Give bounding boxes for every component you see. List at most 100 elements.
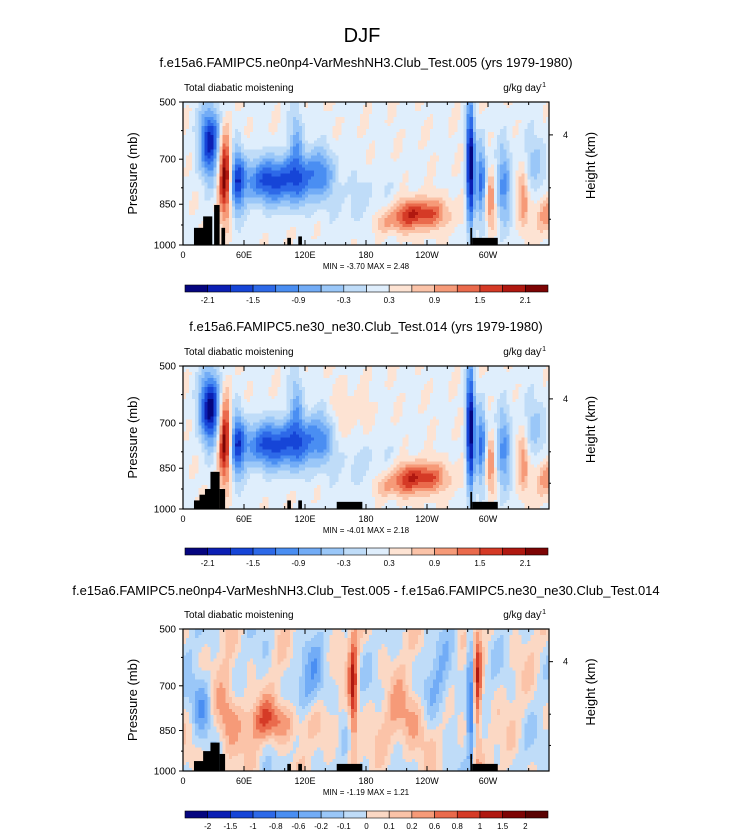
- panels-group: f.e15a6.FAMIPC5.ne0np4-VarMeshNH3.Club_T…: [72, 55, 659, 831]
- max: 2.18: [394, 526, 410, 535]
- colorbar-swatch: [411, 547, 435, 556]
- y-tick-label: 850: [159, 726, 176, 737]
- colorbar-swatch: [434, 284, 458, 293]
- colorbar-label: 1.5: [497, 822, 509, 831]
- colorbar-label: -1.5: [223, 822, 237, 831]
- units-label: g/kg day: [503, 83, 541, 94]
- colorbar-swatch: [230, 547, 254, 556]
- x-tick-label: 180: [358, 776, 373, 786]
- y-axis-label: Pressure (mb): [125, 396, 140, 478]
- colorbar-label: 2.1: [520, 559, 532, 568]
- colorbar-swatch: [207, 284, 231, 293]
- variable-label: Total diabatic moistening: [184, 610, 294, 621]
- colorbar-swatch: [479, 547, 503, 556]
- y-tick-label: 1000: [154, 767, 177, 778]
- colorbar-swatch: [479, 810, 503, 819]
- y-tick-label: 500: [159, 98, 176, 109]
- colorbar-label: 0.6: [429, 822, 441, 831]
- colorbar-swatch: [252, 810, 277, 819]
- colorbar-swatch: [275, 547, 299, 556]
- x-tick-label: 0: [180, 776, 185, 786]
- min-max-label: MIN = -4.01 MAX = 2.18: [323, 526, 410, 535]
- min-max-label: MIN = -1.19 MAX = 1.21: [323, 788, 410, 797]
- y-axis-label: Pressure (mb): [125, 659, 140, 741]
- colorbar-swatch: [298, 284, 322, 293]
- colorbar-swatch: [456, 284, 481, 293]
- y-tick-label: 1000: [154, 505, 177, 516]
- units-exponent: -1: [540, 82, 546, 89]
- colorbar-swatch: [230, 284, 254, 293]
- colorbar-label: -0.1: [337, 822, 351, 831]
- colorbar-label: -1.5: [246, 296, 260, 305]
- colorbar-swatch: [298, 810, 322, 819]
- x-tick-label: 120W: [415, 776, 439, 786]
- colorbar-swatch: [434, 547, 458, 556]
- colorbar-label: -0.9: [292, 559, 306, 568]
- min: -4.01: [347, 526, 366, 535]
- panel-3: f.e15a6.FAMIPC5.ne0np4-VarMeshNH3.Club_T…: [72, 583, 659, 831]
- panel-title: f.e15a6.FAMIPC5.ne30_ne30.Club_Test.014 …: [189, 319, 542, 334]
- panel-2: f.e15a6.FAMIPC5.ne30_ne30.Club_Test.014 …: [125, 319, 598, 568]
- colorbar-swatch: [298, 547, 322, 556]
- y2-tick-label: 4: [563, 394, 568, 404]
- x-tick-label: 60W: [479, 776, 498, 786]
- topography: [193, 204, 498, 245]
- colorbar-swatch: [434, 810, 458, 819]
- colorbar-label: -0.2: [314, 822, 328, 831]
- field-raster: [183, 102, 550, 246]
- colorbar-swatch: [252, 547, 277, 556]
- variable-label: Total diabatic moistening: [184, 83, 294, 94]
- variable-label: Total diabatic moistening: [184, 347, 294, 358]
- x-tick-label: 60E: [236, 514, 252, 524]
- colorbar-label: 0.9: [429, 559, 441, 568]
- colorbar-swatch: [502, 810, 526, 819]
- colorbar-swatch: [184, 284, 208, 293]
- units-exponent: -1: [540, 609, 546, 616]
- x-tick-label: 120W: [415, 250, 439, 260]
- field-raster: [183, 629, 550, 772]
- y-tick-label: 700: [159, 681, 176, 692]
- colorbar-swatch: [275, 284, 299, 293]
- colorbar-swatch: [388, 284, 413, 293]
- units-exponent: -1: [540, 346, 546, 353]
- x-tick-label: 0: [180, 514, 185, 524]
- x-tick-label: 60W: [479, 250, 498, 260]
- colorbar-label: 1.5: [474, 296, 486, 305]
- colorbar-swatch: [343, 547, 367, 556]
- colorbar-label: 0.8: [452, 822, 464, 831]
- colorbar-label: 2.1: [520, 296, 532, 305]
- y2-tick-label: 4: [563, 657, 568, 667]
- colorbar-label: 0.3: [384, 296, 396, 305]
- topography: [193, 742, 498, 771]
- min-max-label: MIN = -3.70 MAX = 2.48: [323, 262, 410, 271]
- colorbar-swatch: [366, 284, 390, 293]
- figure-title: DJF: [344, 25, 381, 47]
- colorbar-label: -0.9: [292, 296, 306, 305]
- min: -3.70: [347, 262, 366, 271]
- y2-axis-label: Height (km): [583, 132, 598, 199]
- x-tick-label: 180: [358, 250, 373, 260]
- field-raster: [183, 366, 550, 510]
- x-tick-label: 0: [180, 250, 185, 260]
- x-tick-label: 120W: [415, 514, 439, 524]
- colorbar-swatch: [320, 547, 345, 556]
- y-tick-label: 500: [159, 362, 176, 373]
- x-tick-label: 60E: [236, 250, 252, 260]
- y2-axis-label: Height (km): [583, 396, 598, 463]
- max-label: MAX =: [367, 526, 393, 535]
- colorbar-swatch: [525, 284, 549, 293]
- colorbar-label: 0.9: [429, 296, 441, 305]
- colorbar-label: -1.5: [246, 559, 260, 568]
- y2-tick-label: 4: [563, 130, 568, 140]
- y-tick-label: 850: [159, 464, 176, 475]
- colorbar-swatch: [502, 284, 526, 293]
- colorbar-swatch: [456, 810, 481, 819]
- colorbar-label: -0.6: [292, 822, 306, 831]
- colorbar: -2 -1.5 -1 -0.8 -0.6 -0.2 -0.1 0 0.1 0.2 0.6 0.8 1 1.…: [184, 810, 549, 831]
- min-label: MIN =: [323, 262, 347, 271]
- colorbar: -2.1 -1.5 -0.9 -0.3 0.3 0.9 1.5 2.1: [184, 284, 549, 305]
- x-tick-label: 120E: [294, 776, 315, 786]
- colorbar-swatch: [525, 810, 549, 819]
- colorbar-label: 1.5: [474, 559, 486, 568]
